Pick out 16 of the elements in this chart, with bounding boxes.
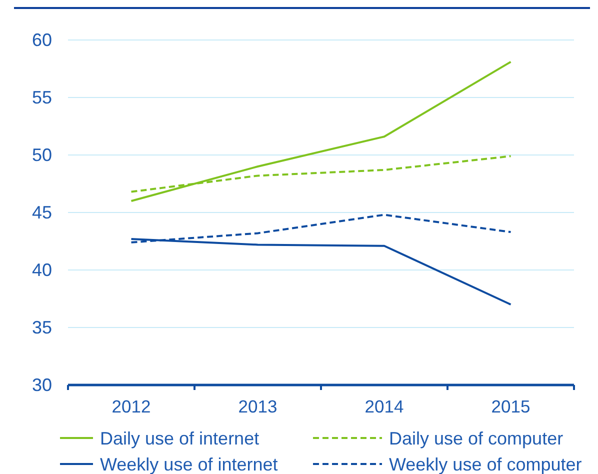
legend-label: Weekly use of computer	[389, 454, 582, 474]
y-tick-label: 60	[32, 30, 52, 50]
legend-label: Weekly use of internet	[100, 454, 278, 474]
y-tick-label: 45	[32, 202, 52, 222]
legend-label: Daily use of computer	[389, 428, 564, 448]
x-tick-label: 2013	[238, 396, 278, 416]
legend-label: Daily use of internet	[100, 428, 260, 448]
x-tick-label: 2012	[112, 396, 151, 416]
y-tick-label: 50	[32, 144, 52, 165]
x-tick-label: 2015	[491, 396, 530, 416]
y-tick-label: 35	[32, 317, 52, 338]
y-tick-label: 30	[32, 374, 52, 395]
x-tick-label: 2014	[364, 396, 404, 416]
y-tick-label: 55	[32, 87, 52, 108]
y-tick-label: 40	[32, 260, 52, 280]
line-series	[130, 60, 512, 202]
